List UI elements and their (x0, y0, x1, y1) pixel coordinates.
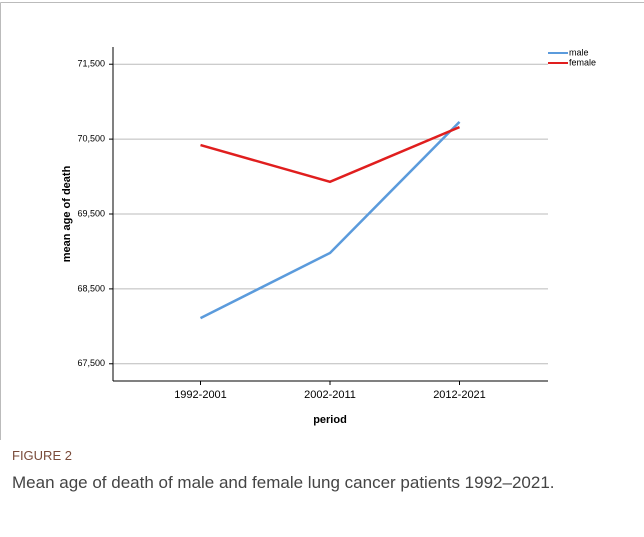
caption-text: Mean age of death of male and female lun… (12, 473, 555, 492)
y-tick-label: 70,500 (77, 133, 105, 143)
y-tick-label: 67,500 (77, 358, 105, 368)
line-series (200, 125, 460, 184)
x-tick-label: 2012-2021 (433, 389, 486, 401)
y-tick-label: 69,500 (77, 208, 105, 218)
x-tick-label: 2002-2011 (304, 389, 356, 401)
y-axis-label: mean age of death (61, 165, 73, 262)
y-tick-label: 71,500 (77, 59, 105, 69)
y-tick-label: 68,500 (77, 283, 105, 293)
line-series (199, 121, 461, 320)
x-tick-label: 1992-2001 (174, 389, 227, 401)
legend-label: female (569, 57, 596, 67)
caption: FIGURE 2 Mean age of death of male and f… (12, 448, 612, 494)
legend-label: male (569, 47, 589, 57)
caption-label: FIGURE 2 (12, 448, 72, 463)
chart: period mean age of death 67,500 68,500 69,… (0, 2, 644, 440)
x-axis-label: period (313, 414, 347, 426)
